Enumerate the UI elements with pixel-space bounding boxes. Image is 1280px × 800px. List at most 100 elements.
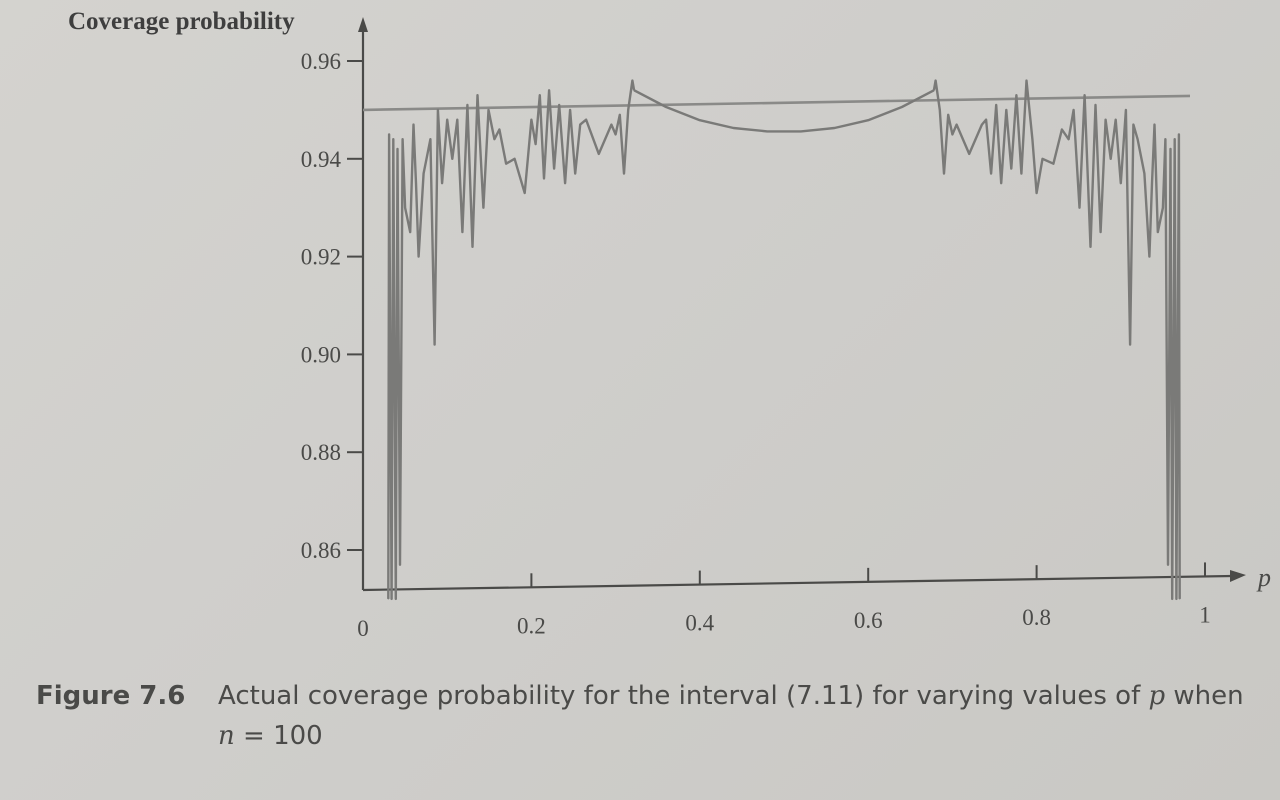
data-point — [387, 598, 389, 600]
data-point — [391, 598, 393, 600]
data-point — [451, 158, 453, 160]
data-point — [1089, 246, 1092, 248]
data-point — [598, 153, 600, 155]
data-point — [1169, 148, 1172, 150]
data-point — [569, 109, 571, 111]
data-point — [1094, 104, 1097, 106]
data-point — [623, 172, 625, 175]
tick-group: 0.86 0.88 0.90 0.92 0.94 0.96 0 0.2 0.4 0.6 0.8 1 p — [301, 49, 1271, 641]
data-point — [415, 182, 417, 184]
data-point — [471, 246, 474, 248]
data-point — [456, 119, 458, 121]
data-point — [1068, 138, 1070, 140]
y-axis-title: Coverage probability — [68, 8, 295, 35]
data-point — [947, 114, 949, 116]
data-point — [968, 153, 970, 155]
data-point — [543, 177, 545, 179]
data-point — [558, 104, 560, 106]
data-point — [1179, 598, 1181, 600]
data-point — [574, 172, 576, 175]
data-point — [402, 138, 404, 140]
data-point — [1129, 344, 1131, 346]
data-point — [412, 124, 415, 126]
data-point — [995, 104, 997, 106]
data-point — [539, 94, 541, 96]
data-point — [990, 172, 992, 175]
data-point — [493, 138, 495, 140]
data-point — [1100, 231, 1102, 233]
data-point — [1041, 158, 1044, 160]
x-axis-line — [362, 574, 1233, 592]
chart-axes — [358, 17, 1246, 592]
x-tick-label: 0.4 — [685, 611, 714, 636]
coverage-series-3 — [932, 79, 1181, 601]
data-point — [939, 109, 941, 111]
data-point — [1105, 119, 1107, 121]
data-point — [487, 109, 490, 111]
data-point — [732, 127, 735, 129]
caption-text-2: when — [1165, 681, 1244, 711]
data-point — [476, 94, 479, 96]
data-point — [530, 119, 533, 121]
data-point — [956, 124, 958, 126]
y-tick-label: 0.86 — [301, 538, 341, 563]
data-point — [1110, 158, 1112, 160]
data-point — [579, 124, 581, 126]
data-point — [1151, 182, 1153, 184]
data-point — [631, 80, 634, 82]
data-point — [1162, 207, 1164, 209]
data-point — [429, 138, 431, 140]
data-point — [392, 138, 394, 140]
figure-caption: Figure 7.6 Actual coverage probability fo… — [36, 676, 1276, 756]
data-point — [1157, 231, 1159, 233]
series-group — [387, 79, 1181, 601]
data-point — [933, 89, 935, 91]
coverage-series-1 — [387, 79, 636, 601]
reference-line-0-95 — [362, 94, 1191, 112]
data-point — [418, 256, 420, 258]
data-point — [627, 109, 629, 111]
data-point — [1052, 163, 1054, 165]
x-tick-label: 0.6 — [854, 608, 883, 633]
data-point — [610, 124, 613, 126]
data-point — [461, 231, 463, 233]
data-point — [1005, 109, 1007, 111]
x-tick-label: 0 — [357, 616, 369, 641]
data-point — [1120, 182, 1122, 184]
data-point — [1164, 138, 1166, 140]
data-point — [423, 172, 425, 175]
x-axis-title: p — [1256, 563, 1271, 592]
data-point — [1115, 119, 1117, 121]
y-tick-label: 0.94 — [301, 147, 342, 172]
data-point — [1153, 124, 1156, 126]
data-point — [935, 80, 937, 82]
reference-line-group — [362, 94, 1191, 112]
data-point — [1084, 94, 1086, 96]
data-point — [1010, 168, 1012, 170]
data-point — [800, 130, 802, 132]
data-point — [766, 130, 768, 132]
data-point — [548, 89, 550, 91]
data-point — [699, 119, 701, 121]
data-point — [665, 106, 667, 108]
data-point — [1000, 182, 1002, 184]
data-point — [943, 172, 945, 175]
y-tick-label: 0.88 — [301, 440, 341, 465]
data-point — [585, 119, 587, 121]
data-point — [1137, 138, 1139, 140]
data-point — [1125, 109, 1127, 111]
data-point — [396, 148, 399, 150]
data-point — [1132, 124, 1134, 126]
data-point — [985, 119, 987, 121]
figure-label: Figure 7.6 — [36, 681, 186, 711]
x-tick-label: 0.2 — [517, 613, 546, 638]
data-point — [1031, 138, 1033, 140]
x-tick-label: 1 — [1199, 602, 1211, 627]
data-point — [951, 133, 954, 135]
x-tick-label: 0.8 — [1022, 605, 1051, 630]
data-point — [409, 231, 411, 233]
data-point — [1073, 109, 1075, 111]
y-tick-label: 0.92 — [301, 245, 341, 270]
data-point — [981, 124, 983, 126]
